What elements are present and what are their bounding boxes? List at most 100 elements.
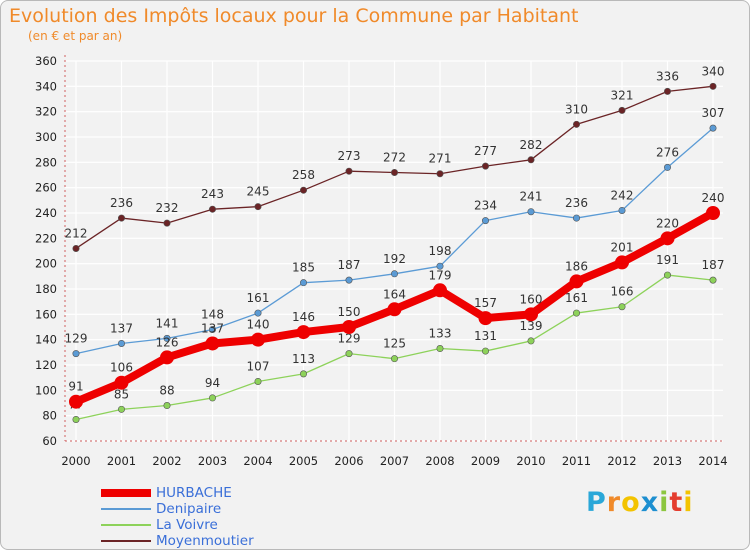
data-label-denipaire: 236 (565, 196, 588, 210)
legend-item-moyenmoutier[interactable]: Moyenmoutier (101, 533, 361, 549)
data-label-hurbache: 240 (702, 191, 725, 205)
y-tick-label: 80 (42, 409, 57, 423)
data-label-hurbache: 146 (292, 310, 315, 324)
data-label-la-voivre: 133 (429, 327, 452, 341)
x-tick-label: 2014 (698, 454, 727, 468)
data-point-moyenmoutier (572, 120, 580, 128)
data-label-denipaire: 307 (702, 106, 725, 120)
x-tick-label: 2003 (198, 454, 227, 468)
logo-letter: P (586, 487, 607, 518)
y-tick-label: 300 (35, 130, 57, 144)
data-label-la-voivre: 131 (474, 329, 497, 343)
data-label-la-voivre: 125 (383, 337, 406, 351)
data-point-la-voivre (618, 303, 626, 311)
x-tick-label: 2001 (107, 454, 136, 468)
legend-swatch-la-voivre (101, 524, 151, 526)
y-tick-label: 240 (35, 206, 57, 220)
data-label-moyenmoutier: 258 (292, 168, 315, 182)
logo-letter: i (683, 487, 694, 518)
chart-title: Evolution des Impôts locaux pour la Comm… (9, 5, 579, 27)
data-point-denipaire (436, 262, 444, 270)
y-tick-label: 160 (35, 307, 57, 321)
data-label-denipaire: 141 (156, 316, 179, 330)
data-point-denipaire (481, 217, 489, 225)
data-point-moyenmoutier (118, 214, 126, 222)
data-point-hurbache (660, 231, 675, 246)
data-label-la-voivre: 191 (656, 253, 679, 267)
data-point-moyenmoutier (527, 156, 535, 164)
data-point-la-voivre (436, 345, 444, 353)
data-point-hurbache (160, 350, 174, 365)
legend-item-hurbache[interactable]: HURBACHE (101, 485, 361, 501)
y-tick-label: 60 (42, 434, 57, 448)
y-tick-label: 320 (35, 105, 57, 119)
data-label-hurbache: 179 (429, 268, 452, 282)
data-label-moyenmoutier: 273 (338, 149, 361, 163)
x-tick-label: 2011 (562, 454, 591, 468)
data-point-la-voivre (345, 350, 353, 358)
data-point-hurbache (251, 332, 265, 347)
data-point-moyenmoutier (390, 168, 398, 176)
legend-label-hurbache: HURBACHE (156, 485, 232, 501)
y-tick-label: 280 (35, 155, 57, 169)
data-point-hurbache (433, 283, 447, 298)
data-label-moyenmoutier: 271 (429, 152, 452, 166)
x-tick-label: 2008 (425, 454, 454, 468)
chart-legend: HURBACHE Denipaire La Voivre Moyenmoutie… (101, 485, 361, 549)
data-label-la-voivre: 129 (338, 332, 361, 346)
data-label-denipaire: 234 (474, 199, 497, 213)
x-tick-label: 2000 (61, 454, 90, 468)
data-point-moyenmoutier (618, 106, 626, 114)
y-tick-label: 120 (35, 358, 57, 372)
logo-letter: r (606, 487, 622, 518)
data-label-moyenmoutier: 245 (247, 185, 270, 199)
x-tick-label: 2010 (516, 454, 545, 468)
data-label-hurbache: 137 (201, 321, 224, 335)
data-point-la-voivre (572, 309, 580, 317)
data-point-moyenmoutier (481, 162, 489, 170)
data-label-denipaire: 148 (201, 308, 224, 322)
data-point-denipaire (72, 350, 80, 358)
data-point-denipaire (709, 124, 717, 132)
data-point-denipaire (618, 206, 626, 214)
data-point-moyenmoutier (163, 219, 171, 227)
data-point-hurbache (296, 325, 311, 340)
data-point-moyenmoutier (209, 205, 217, 213)
data-label-moyenmoutier: 232 (156, 201, 179, 215)
data-label-moyenmoutier: 212 (65, 226, 88, 240)
data-label-la-voivre: 85 (114, 387, 129, 401)
data-point-moyenmoutier (72, 244, 80, 252)
data-label-denipaire: 129 (65, 332, 88, 346)
data-point-moyenmoutier (254, 203, 262, 211)
data-point-denipaire (118, 339, 126, 347)
legend-item-denipaire[interactable]: Denipaire (101, 501, 361, 517)
data-label-denipaire: 137 (110, 321, 133, 335)
legend-label-la-voivre: La Voivre (156, 517, 218, 533)
data-label-hurbache: 201 (611, 240, 634, 254)
data-point-la-voivre (163, 402, 171, 410)
data-point-la-voivre (209, 394, 217, 402)
data-point-la-voivre (72, 415, 80, 423)
data-label-moyenmoutier: 272 (383, 150, 406, 164)
data-point-la-voivre (299, 370, 307, 378)
x-tick-label: 2012 (607, 454, 636, 468)
legend-swatch-hurbache (101, 489, 151, 497)
data-point-moyenmoutier (663, 87, 671, 95)
y-tick-label: 360 (35, 54, 57, 68)
data-point-hurbache (706, 206, 720, 220)
data-point-hurbache (387, 302, 402, 317)
data-label-la-voivre: 88 (159, 384, 174, 398)
data-point-denipaire (254, 309, 262, 317)
data-point-denipaire (345, 276, 353, 284)
data-label-la-voivre: 107 (247, 359, 270, 373)
data-point-hurbache (114, 375, 129, 390)
data-point-denipaire (572, 214, 580, 222)
x-tick-label: 2005 (289, 454, 318, 468)
data-label-hurbache: 157 (474, 296, 497, 310)
data-label-moyenmoutier: 340 (702, 64, 725, 78)
data-label-moyenmoutier: 236 (110, 196, 133, 210)
data-label-denipaire: 276 (656, 145, 679, 159)
data-point-moyenmoutier (709, 82, 717, 90)
legend-item-la-voivre[interactable]: La Voivre (101, 517, 361, 533)
